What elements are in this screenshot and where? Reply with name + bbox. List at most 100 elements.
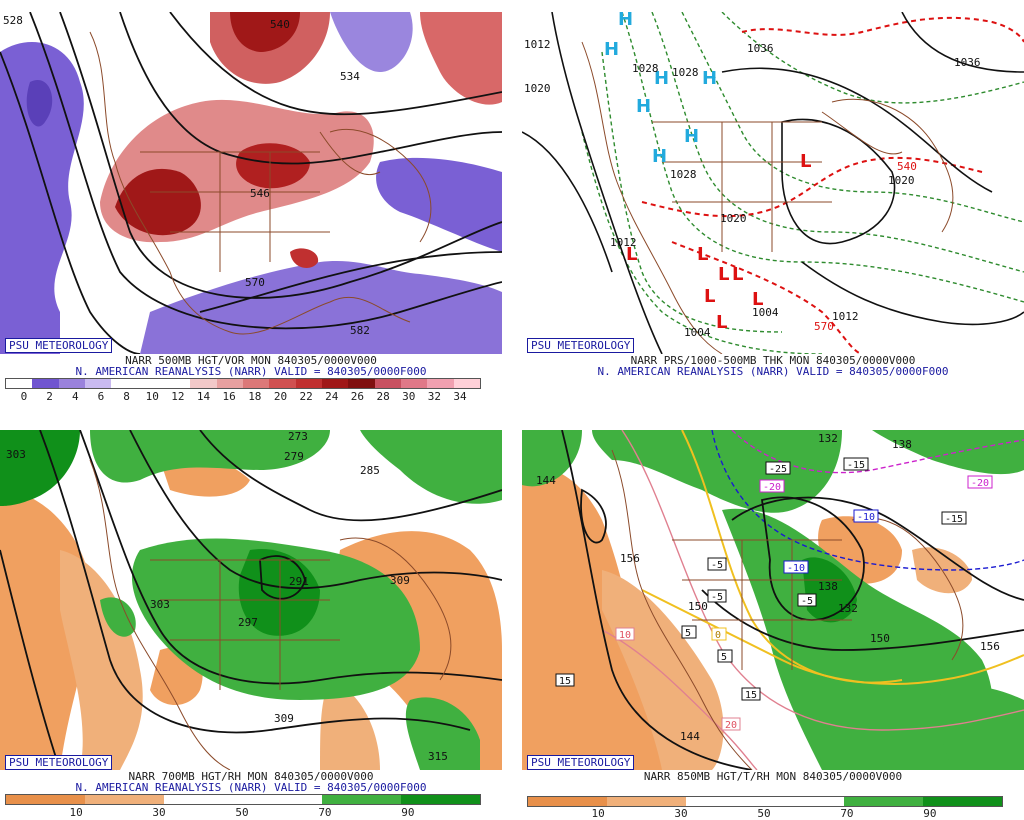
contour-label: 546 [250,187,270,200]
colorbar-swatch [242,379,270,388]
thickness-label: 540 [897,160,917,173]
thickness-540-570 [641,16,1024,354]
colorbar-tick-label: 70 [318,806,332,819]
temperature-label: -10 [787,563,805,574]
vort-negative-west [0,42,84,354]
low-pressure-marker: L [626,244,637,265]
colorbar-swatch [6,379,33,388]
high-pressure-marker: H [702,68,717,89]
height-labels: 132 138 144 150 156 150 156 144 138 132 [536,432,1000,743]
colorbar-tick-label: 30 [152,806,166,819]
height-label: 144 [680,730,700,743]
temperature-label: 0 [715,630,721,641]
temperature-label: -15 [945,514,963,525]
temperature-label: 5 [721,652,727,663]
pressure-centers: H H H H H H H L L L L L L L L [604,12,811,333]
colorbar-tick-label: 34 [453,390,467,403]
thickness-label: 570 [814,320,834,333]
vort-positive-core [115,168,201,236]
panel-500mb-vorticity: 540 534 546 570 582 528 [0,12,502,354]
colorbar-swatch [269,379,296,388]
colorbar-swatch [58,379,85,388]
low-pressure-marker: L [718,264,729,285]
geography-outline [89,31,432,335]
map-850mb: 132 138 144 150 156 150 156 144 138 132 … [522,430,1024,770]
high-pressure-marker: H [604,39,619,60]
isobar-label: 1012 [610,236,637,249]
contour-label: 309 [390,574,410,587]
high-pressure-marker: H [684,126,699,147]
temperature-label: 10 [619,630,631,641]
colorbar-tick-label: 70 [840,807,854,820]
height-label: 132 [818,432,838,445]
vort-positive-small [290,248,319,268]
colorbar-swatch [85,795,164,804]
vort-positive-ne [420,12,502,105]
colorbar-swatch [321,379,349,388]
colorbar-swatch [528,797,607,806]
temperature-label: -15 [847,460,865,471]
temperature-labels: -25 -15 -20 -10 -15 -20 -10 -5 -5 -5 0 5… [555,457,993,731]
temperature-label: -20 [971,478,989,489]
colorbar-swatch [84,379,112,388]
height-label: 138 [818,580,838,593]
colorbar-swatch [32,379,59,388]
colorbar-swatch [295,379,322,388]
contour-label: 315 [428,750,448,763]
colorbar-tick-label: 8 [123,390,130,403]
height-label: 150 [870,632,890,645]
geography-outline [611,449,964,770]
panel-1-caption-valid: N. AMERICAN REANALYSIS (NARR) VALID = 84… [75,365,427,378]
colorbar-tick-label: 6 [97,390,105,403]
geography-outline [581,41,954,354]
colorbar-swatch [844,797,923,806]
colorbar-tick-label: 12 [171,390,185,403]
vort-negative-east [376,157,502,252]
contour-label: 570 [245,276,265,289]
colorbar-tick-label: 10 [69,806,83,819]
isobar-labels: 1012 1020 1028 1028 1036 1028 1020 1012 … [524,38,981,339]
colorbar-tick-label: 0 [20,390,28,403]
height-label: 156 [980,640,1000,653]
contour-label: 285 [360,464,380,477]
temperature-label: -20 [763,482,781,493]
isobar-label: 1012 [524,38,551,51]
temperature-label: -5 [801,596,813,607]
contour-label: 528 [3,14,23,27]
low-pressure-marker: L [697,244,708,265]
contour-label: 291 [289,575,309,588]
panel-2-caption-valid: N. AMERICAN REANALYSIS (NARR) VALID = 84… [597,365,949,378]
colorbar-swatch [427,379,454,388]
colorbar-tick-label: 20 [273,390,288,403]
colorbar-swatch [190,379,217,388]
colorbar-swatch [765,797,844,806]
humidity-colorbar [5,794,481,805]
psu-meteorology-badge: PSU METEOROLOGY [527,755,635,770]
high-pressure-marker: H [618,12,633,30]
vort-positive-core2 [236,143,310,189]
colorbar-tick-label: 50 [757,807,771,820]
geography-outline [89,459,452,770]
low-pressure-marker: L [716,312,727,333]
vort-positive-north2 [230,12,300,52]
colorbar-swatch [164,795,243,804]
colorbar-swatch [137,379,164,388]
isotherms [601,430,1024,770]
colorbar-tick-label: 30 [674,807,688,820]
contour-label: 279 [284,450,304,463]
contour-label: 540 [270,18,290,31]
map-700mb: 273 279 285 291 297 303 309 315 303 309 [0,430,502,770]
isobar-label: 1020 [720,212,747,225]
temperature-label: 15 [745,690,757,701]
colorbar-tick-label: 22 [299,390,313,403]
map-pressure-thickness: H H H H H H H L L L L L L L L 1012 1020 … [522,12,1024,354]
temperature-label: -5 [711,560,723,571]
isobar-label: 1036 [747,42,774,55]
contour-label: 303 [6,448,26,461]
colorbar-tick-label: 26 [350,390,365,403]
colorbar-tick-label: 30 [402,390,416,403]
temperature-label: 20 [725,720,737,731]
psu-meteorology-badge: PSU METEOROLOGY [5,338,113,353]
isobar-label: 1028 [670,168,697,181]
isobar-label: 1020 [888,174,915,187]
